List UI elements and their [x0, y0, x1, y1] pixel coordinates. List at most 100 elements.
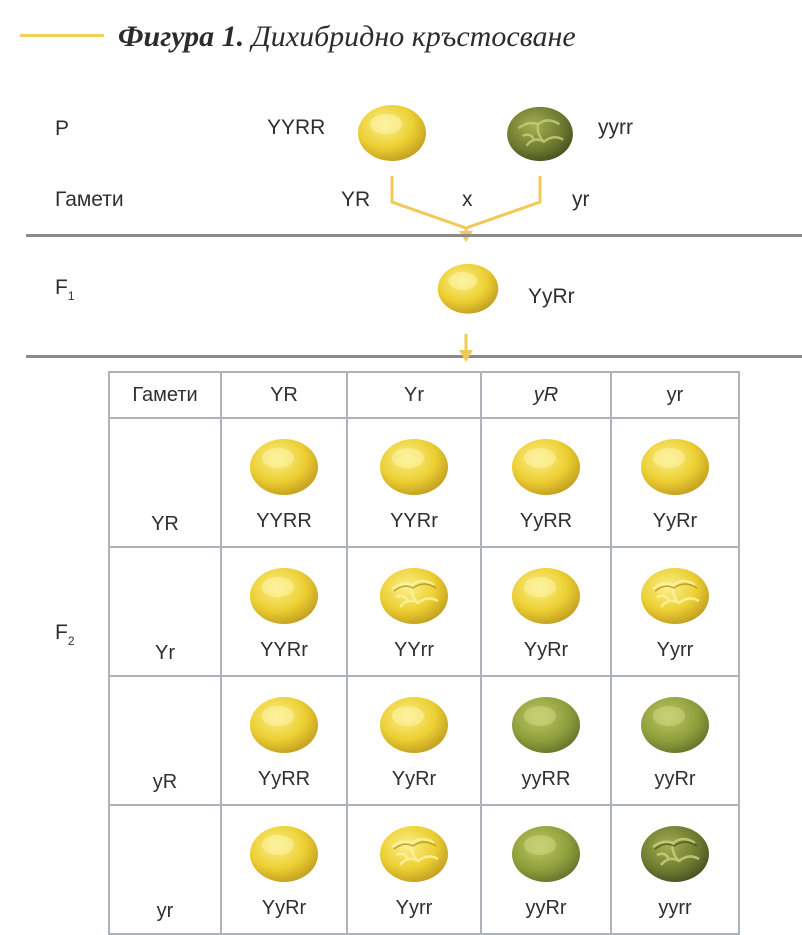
divider-f1-f2 [26, 355, 802, 358]
cell-genotype: yyRr [654, 768, 696, 790]
cell-genotype: YyRR [257, 768, 311, 790]
punnett-cell-content: YYRr [348, 424, 480, 541]
yellow-round-pea-icon [380, 439, 448, 495]
parent-left-genotype: YYRR [267, 116, 326, 139]
cell-genotype: YYRr [260, 639, 308, 661]
punnett-header-row: Гамети YR Yr yR yr [108, 371, 740, 419]
cell-genotype: YyRr [652, 510, 698, 532]
column-gamete: yR [480, 371, 612, 419]
cell-genotype: YyRr [261, 897, 307, 919]
f2-subscript: 2 [67, 634, 75, 648]
punnett-cell: yyrr [610, 804, 740, 935]
punnett-cell-content: YyRr [612, 424, 738, 541]
yellow-round-pea-icon [641, 439, 709, 495]
punnett-corner: Гамети [108, 371, 222, 419]
figure-label: Фигура 1. [118, 20, 245, 53]
punnett-cell: YYRr [220, 546, 348, 677]
punnett-cell: YyRR [480, 417, 612, 548]
punnett-cell: YYRr [346, 417, 482, 548]
punnett-cell-content: YyRr [222, 811, 346, 928]
punnett-cell-content: YyRr [482, 553, 610, 670]
cell-genotype: yyRr [525, 897, 567, 919]
punnett-cell-content: yyRr [612, 682, 738, 799]
punnett-cell: yyRR [480, 675, 612, 806]
gamete-left: YR [341, 188, 371, 211]
yellow-round-pea-icon [512, 439, 580, 495]
cross-symbol: x [462, 188, 473, 211]
cell-genotype: YyRr [391, 768, 437, 790]
punnett-square: Гамети YR Yr yR yr YR YYRR YYRr YyRR YyRr Yr Y… [108, 371, 740, 935]
yellow-round-pea-icon [358, 105, 426, 161]
cell-genotype: yyRR [521, 768, 571, 790]
row-label-f2: F2 [55, 621, 75, 648]
yellow-round-pea-icon [250, 439, 318, 495]
punnett-row: yr YyRr Yyrr yyRr yyrr [108, 804, 740, 935]
row-gamete: YR [108, 417, 222, 548]
punnett-cell: Yyrr [610, 546, 740, 677]
yellow-wrinkled-pea-icon [380, 826, 448, 882]
f1-genotype: YyRr [528, 285, 575, 308]
punnett-cell-content: YYRr [222, 553, 346, 670]
title-accent-line [20, 34, 104, 37]
punnett-cell-content: YYrr [348, 553, 480, 670]
punnett-cell-content: yyrr [612, 811, 738, 928]
divider-p-f1 [26, 234, 802, 237]
cell-genotype: YyRr [523, 639, 569, 661]
punnett-cell: YYRR [220, 417, 348, 548]
punnett-cell-content: yyRR [482, 682, 610, 799]
cell-genotype: YYRR [256, 510, 312, 532]
punnett-cell: YyRr [220, 804, 348, 935]
punnett-cell-content: YyRR [482, 424, 610, 541]
punnett-cell: yyRr [480, 804, 612, 935]
cell-genotype: Yyrr [656, 639, 694, 661]
punnett-cell: Yyrr [346, 804, 482, 935]
green-wrinkled-pea-icon [641, 826, 709, 882]
punnett-cell-content: YyRr [348, 682, 480, 799]
f1-subscript: 1 [67, 289, 75, 303]
yellow-round-pea-icon [250, 568, 318, 624]
yellow-round-pea-icon [437, 263, 499, 314]
cell-genotype: Yyrr [395, 897, 433, 919]
yellow-wrinkled-pea-icon [380, 568, 448, 624]
punnett-cell-content: yyRr [482, 811, 610, 928]
cell-genotype: YyRR [519, 510, 573, 532]
yellow-round-pea-icon [250, 826, 318, 882]
column-gamete: yr [610, 371, 740, 419]
punnett-cell-content: YYRR [222, 424, 346, 541]
f1-letter: F [55, 276, 68, 299]
yellow-round-pea-icon [380, 697, 448, 753]
f2-letter: F [55, 621, 68, 644]
green-round-pea-icon [512, 826, 580, 882]
column-gamete: Yr [346, 371, 482, 419]
punnett-cell-content: YyRR [222, 682, 346, 799]
figure-title-text: Дихибридно кръстосване [251, 20, 576, 53]
green-round-pea-icon [512, 697, 580, 753]
gamete-right: yr [572, 188, 590, 211]
punnett-cell: yyRr [610, 675, 740, 806]
row-label-gametes: Гамети [55, 188, 124, 211]
yellow-wrinkled-pea-icon [641, 568, 709, 624]
yellow-round-pea-icon [512, 568, 580, 624]
punnett-row: yR YyRR YyRr yyRR yyRr [108, 675, 740, 806]
punnett-cell: YyRr [346, 675, 482, 806]
green-round-pea-icon [641, 697, 709, 753]
column-gamete: YR [220, 371, 348, 419]
punnett-cell: YyRR [220, 675, 348, 806]
punnett-row: YR YYRR YYRr YyRR YyRr [108, 417, 740, 548]
row-gamete: yR [108, 675, 222, 806]
parent-right-genotype: yyrr [598, 116, 633, 139]
punnett-row: Yr YYRr YYrr YyRr Yyrr [108, 546, 740, 677]
cell-genotype: YYRr [390, 510, 438, 532]
row-label-f1: F1 [55, 276, 75, 303]
punnett-cell: YyRr [610, 417, 740, 548]
green-wrinkled-pea-icon [507, 106, 573, 162]
figure-title: Фигура 1. Дихибридно кръстосване [118, 20, 576, 54]
punnett-cell-content: Yyrr [348, 811, 480, 928]
punnett-cell: YYrr [346, 546, 482, 677]
down-arrow-icon [459, 334, 473, 362]
punnett-cell: YyRr [480, 546, 612, 677]
row-label-p: P [55, 117, 70, 140]
cell-genotype: yyrr [658, 897, 692, 919]
row-gamete: yr [108, 804, 222, 935]
punnett-cell-content: Yyrr [612, 553, 738, 670]
